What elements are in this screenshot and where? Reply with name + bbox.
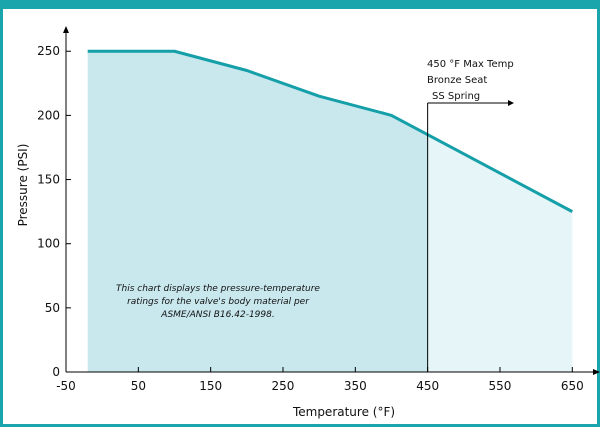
limit-label: SS Spring xyxy=(432,91,480,102)
y-tick-label: 150 xyxy=(37,173,60,187)
x-axis-arrow xyxy=(593,369,600,375)
x-tick-label: 650 xyxy=(561,379,584,393)
y-axis-title: Pressure (PSI) xyxy=(16,144,30,227)
x-tick-label: 50 xyxy=(131,379,146,393)
x-tick-label: 250 xyxy=(272,379,295,393)
y-tick-label: 250 xyxy=(37,44,60,58)
chart-note-line: ASME/ANSI B16.42-1998. xyxy=(160,310,274,320)
ticks: -50 50 150 250 350 450 550 650 0 50 100 150 200 250 xyxy=(37,44,584,393)
pressure-line xyxy=(87,49,574,213)
x-tick-label: 550 xyxy=(489,379,512,393)
y-tick-label: 0 xyxy=(52,365,60,379)
x-tick-label: 350 xyxy=(344,379,367,393)
limit-arrow xyxy=(508,100,514,106)
chart-note-line: This chart displays the pressure-tempera… xyxy=(116,284,320,294)
y-tick-label: 200 xyxy=(37,108,60,122)
axes xyxy=(63,26,600,375)
x-tick-label: 450 xyxy=(416,379,439,393)
y-tick-label: 50 xyxy=(45,301,60,315)
series xyxy=(87,49,574,213)
header-bar xyxy=(0,0,600,9)
chart-note-line: ratings for the valve's body material pe… xyxy=(127,297,310,307)
x-tick-label: -50 xyxy=(56,379,76,393)
x-tick-label: 150 xyxy=(199,379,222,393)
limit-label: Bronze Seat xyxy=(427,75,487,86)
y-axis-arrow xyxy=(63,26,69,33)
area-fill-below-limit xyxy=(87,51,428,373)
limit-label: 450 °F Max Temp xyxy=(427,59,514,70)
annotations: 450 °F Max Temp Bronze Seat SS Spring This … xyxy=(116,59,514,372)
area-fill-above-limit xyxy=(427,134,573,372)
x-axis-title: Temperature (°F) xyxy=(292,405,395,419)
y-tick-label: 100 xyxy=(37,237,60,251)
